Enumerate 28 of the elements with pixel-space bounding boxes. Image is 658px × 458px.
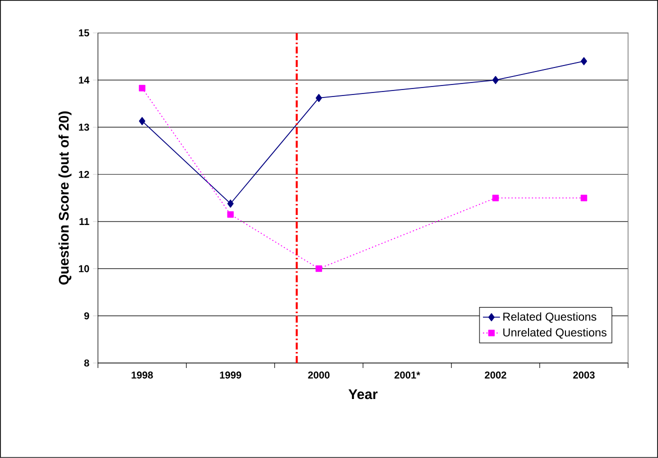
y-tick-label: 11: [80, 218, 90, 225]
point: [316, 265, 322, 272]
x-tick-label: 2001*: [394, 372, 420, 379]
x-tick-label: 2003: [573, 372, 595, 379]
y-tick-label: 8: [84, 360, 90, 367]
y-tick-label: 9: [84, 312, 90, 320]
point: [492, 194, 499, 202]
legend-label: Related Questions: [503, 312, 596, 323]
y-tick-label: 14: [78, 76, 90, 84]
y-tick-label: 10: [78, 265, 90, 272]
point: [492, 76, 499, 84]
y-tick-label: 13: [78, 124, 90, 131]
point: [316, 94, 322, 102]
legend-label: Unrelated Questions: [503, 328, 606, 339]
x-axis-title: Year: [348, 389, 378, 400]
x-tick-label: 2000: [308, 372, 330, 379]
x-tick-label: 1999: [220, 372, 242, 379]
y-tick-label: 12: [78, 170, 90, 178]
point: [580, 57, 588, 66]
y-tick-label: 15: [78, 29, 90, 36]
x-tick-label: 2002: [484, 372, 506, 379]
point: [138, 84, 146, 92]
point: [580, 194, 588, 202]
point: [227, 200, 234, 208]
y-axis-title: Question Score (out of 20): [58, 111, 72, 285]
point: [138, 117, 146, 126]
x-tick-label: 1998: [132, 372, 153, 379]
point: [227, 211, 234, 218]
